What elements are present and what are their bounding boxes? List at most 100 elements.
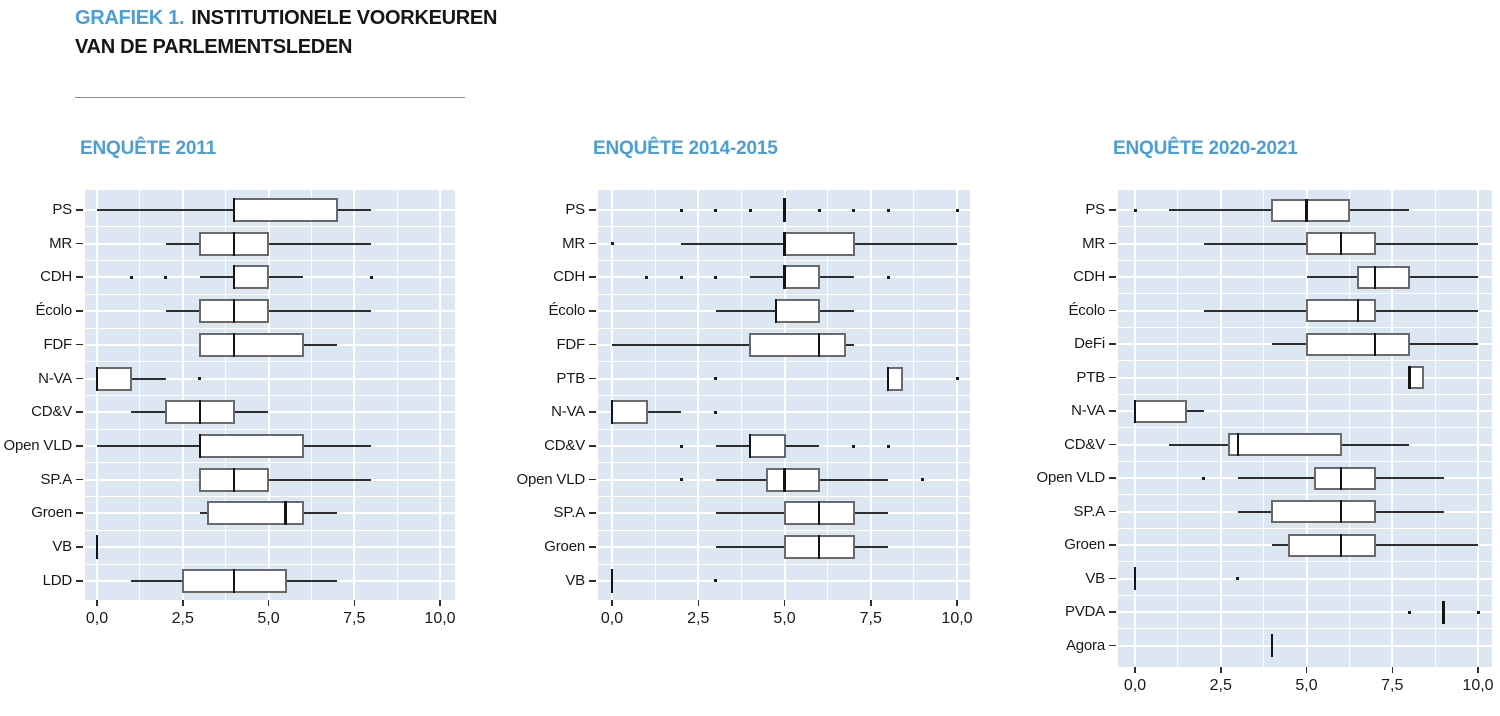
- gridline-horizontal-minor: [85, 226, 455, 228]
- figure-kicker: GRAFIEK 1.: [75, 7, 185, 29]
- whisker-right: [844, 343, 854, 346]
- median-line: [232, 299, 236, 324]
- y-axis-label: MR: [49, 234, 72, 252]
- outlier-point: [921, 478, 924, 482]
- whisker-right: [302, 445, 372, 448]
- outlier-point: [714, 410, 717, 414]
- x-axis-label: 5,0: [773, 610, 796, 627]
- x-axis-label: 7,5: [1381, 677, 1404, 694]
- whisker-right: [131, 377, 166, 380]
- outlier-point: [129, 275, 133, 279]
- outlier-point: [955, 377, 959, 381]
- whisker-left: [750, 276, 785, 279]
- x-tick-mark: [267, 600, 270, 606]
- gridline-horizontal-minor: [1118, 628, 1492, 630]
- plot-panel-1: [598, 190, 970, 600]
- gridline-horizontal-minor: [1118, 360, 1492, 362]
- outlier-point: [1133, 208, 1137, 212]
- outlier-point: [714, 579, 717, 583]
- outlier-point: [679, 444, 683, 448]
- whisker-left: [681, 242, 785, 245]
- y-tick-mark: [1109, 276, 1116, 278]
- x-tick-mark: [1220, 667, 1222, 673]
- median-line: [232, 265, 236, 290]
- y-tick-mark: [589, 411, 596, 413]
- gridline-horizontal-minor: [1118, 326, 1492, 328]
- whisker-left: [1169, 209, 1273, 211]
- y-tick-mark: [1109, 544, 1116, 546]
- chart-title-1: ENQUÊTE 2014-2015: [593, 138, 778, 159]
- y-axis-label: VB: [565, 571, 585, 589]
- whisker-left: [1169, 443, 1230, 446]
- y-axis-label: PS: [565, 201, 585, 218]
- outlier-point: [679, 208, 683, 212]
- x-axis-label: 2,5: [171, 610, 194, 627]
- x-tick-mark: [96, 600, 98, 606]
- figure-header: GRAFIEK 1. INSTITUTIONELE VOORKEUREN VAN …: [75, 4, 497, 62]
- whisker-right: [268, 310, 372, 313]
- gridline-horizontal-major: [598, 377, 970, 380]
- box-iqr: [783, 231, 855, 256]
- median-line: [774, 299, 778, 324]
- box-iqr: [207, 501, 304, 526]
- whisker-right: [268, 478, 372, 481]
- y-tick-mark: [76, 377, 83, 380]
- gridline-horizontal-minor: [598, 529, 970, 531]
- median-line: [1339, 500, 1343, 523]
- gridline-vertical-major: [1391, 190, 1394, 667]
- outlier-point: [164, 275, 168, 279]
- plot-panel-2: [1118, 190, 1492, 667]
- median-line-degenerate: [610, 568, 614, 593]
- chart-title-2: ENQUÊTE 2020-2021: [1113, 138, 1298, 159]
- whisker-left: [1203, 242, 1307, 245]
- y-tick-mark: [1109, 376, 1116, 379]
- y-axis-label: Écolo: [548, 302, 585, 320]
- outlier-point: [955, 208, 959, 212]
- box-iqr: [749, 434, 786, 459]
- y-axis-label: MR: [1082, 234, 1105, 252]
- gridline-horizontal-major: [85, 546, 455, 549]
- y-axis-label: Agora: [1065, 636, 1105, 654]
- y-tick-mark: [76, 512, 83, 515]
- outlier-point: [1476, 610, 1480, 614]
- y-tick-mark: [589, 478, 596, 481]
- median-line: [232, 198, 236, 222]
- y-tick-mark: [1109, 477, 1116, 479]
- outlier-point: [852, 208, 855, 212]
- x-tick-mark: [1477, 667, 1479, 673]
- median-line: [817, 535, 821, 560]
- whisker-right: [853, 242, 957, 245]
- x-tick-mark: [956, 600, 958, 606]
- x-axis-label: 5,0: [257, 610, 280, 627]
- y-tick-mark: [1109, 343, 1116, 345]
- whisker-right: [819, 478, 888, 481]
- y-tick-mark: [76, 546, 83, 548]
- y-tick-mark: [1109, 611, 1116, 613]
- y-tick-mark: [589, 343, 596, 346]
- x-tick-mark: [611, 600, 613, 606]
- gridline-vertical-major: [1219, 190, 1222, 667]
- y-axis-label: SP.A: [553, 504, 586, 522]
- median-line: [284, 501, 287, 526]
- x-axis-label: 7,5: [859, 610, 882, 627]
- whisker-left: [1306, 276, 1358, 278]
- median-line: [1305, 198, 1308, 222]
- y-tick-mark: [76, 478, 83, 481]
- gridline-horizontal-minor: [598, 361, 970, 363]
- y-tick-mark: [76, 209, 83, 211]
- y-axis-label: PTB: [556, 369, 585, 387]
- y-axis-label: N-VA: [551, 403, 585, 421]
- x-axis-label: 2,5: [1209, 677, 1232, 694]
- y-axis-label: N-VA: [38, 369, 72, 387]
- gridline-horizontal-minor: [85, 361, 455, 363]
- figure-title-text-1: INSTITUTIONELE VOORKEUREN: [191, 7, 498, 29]
- gridline-horizontal-minor: [598, 462, 970, 464]
- median-line: [748, 434, 752, 459]
- whisker-right: [853, 546, 888, 549]
- outlier-point: [369, 275, 373, 279]
- median-line-degenerate: [1442, 600, 1445, 624]
- y-axis-label: CD&V: [31, 403, 72, 421]
- gridline-horizontal-major: [1118, 611, 1492, 613]
- whisker-right: [1349, 209, 1410, 211]
- y-axis-label: Écolo: [1068, 301, 1105, 319]
